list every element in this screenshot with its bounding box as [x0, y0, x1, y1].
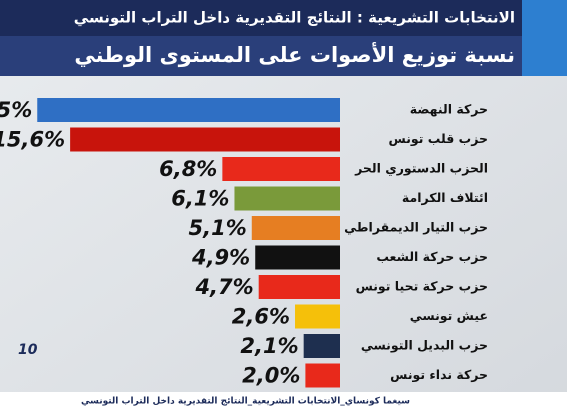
category-label: حركة النهضة	[410, 102, 488, 117]
bar	[305, 363, 340, 388]
bar	[70, 127, 341, 152]
bar	[222, 157, 340, 181]
category-label: عيش تونسي	[410, 308, 488, 323]
bar	[295, 304, 340, 329]
category-label: ائتلاف الكرامة	[402, 190, 488, 205]
category-label: حزب حركة الشعب	[376, 249, 488, 264]
chart-title: الانتخابات التشريعية : النتائج التقديرية…	[74, 9, 515, 27]
footer-band	[0, 392, 567, 410]
category-label: حزب قلب تونس	[389, 131, 488, 146]
value-label: 4,7%	[194, 275, 253, 299]
category-label: حركة نداء تونس	[390, 367, 488, 382]
bar	[234, 186, 340, 211]
value-label: 6,8%	[159, 157, 217, 181]
value-label: 2,0%	[242, 364, 300, 388]
category-label: حزب حركة تحيا تونس	[356, 279, 488, 294]
bar	[251, 216, 340, 240]
value-label: 5,1%	[189, 216, 247, 240]
category-label: الحزب الدستوري الحر	[354, 161, 488, 176]
value-label: 2,1%	[240, 334, 298, 358]
value-label: 17,5%	[0, 98, 32, 122]
bar	[303, 334, 340, 358]
value-label: 6,1%	[171, 187, 229, 211]
subtitle-band	[0, 36, 567, 76]
bar	[258, 275, 340, 299]
logo-block	[522, 0, 567, 76]
value-label: 4,9%	[191, 246, 250, 270]
annotation: 10	[18, 342, 38, 358]
footer: سيغما كونساي_الانتخابات التشريعية_النتائ…	[81, 397, 410, 407]
value-label: 2,6%	[232, 305, 290, 329]
chart-subtitle: نسبة توزيع الأصوات على المستوى الوطني	[74, 41, 515, 67]
category-label: حزب البديل التونسي	[361, 338, 488, 353]
bar	[37, 98, 340, 122]
category-label: حزب التيار الديمقراطي	[344, 220, 488, 235]
value-label: 15,6%	[0, 128, 65, 152]
title-band	[0, 0, 567, 36]
bar	[255, 245, 340, 270]
